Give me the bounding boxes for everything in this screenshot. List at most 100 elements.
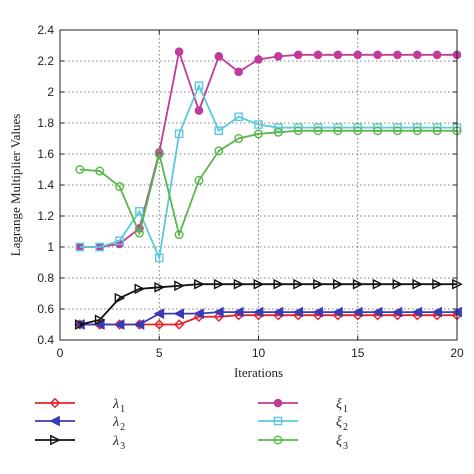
legend-entry: λ1 [35, 397, 125, 415]
data-point [272, 306, 284, 318]
data-point [174, 280, 185, 292]
legend-subscript: 3 [343, 441, 348, 452]
data-point [254, 55, 263, 64]
data-point [353, 50, 363, 60]
data-point [95, 166, 105, 176]
data-point [332, 306, 343, 318]
data-point [75, 164, 85, 174]
data-point [333, 50, 343, 60]
data-point [194, 106, 204, 115]
data-point [274, 123, 283, 132]
legend-symbol: ξ [336, 397, 342, 412]
y-tick-label: 1.6 [37, 147, 54, 161]
data-point [133, 319, 145, 330]
legend-swatch-marker [49, 415, 60, 427]
legend-swatch-marker [273, 435, 283, 445]
data-point [253, 129, 263, 139]
data-point [115, 182, 125, 192]
legend-label: λ1 [112, 397, 125, 415]
y-tick-label: 2 [47, 85, 54, 99]
data-point [351, 306, 363, 318]
legend-entry: λ3 [35, 434, 125, 452]
series-lambda-2 [74, 306, 462, 330]
data-point [115, 236, 124, 246]
legend-entry: λ2 [35, 415, 125, 433]
series-line [79, 48, 457, 248]
data-point [252, 306, 264, 318]
x-axis-label: Iterations [234, 365, 283, 380]
data-point [174, 230, 184, 240]
legend-entry: ξ3 [258, 434, 348, 452]
data-point [412, 278, 424, 290]
data-point [313, 50, 323, 60]
data-point [333, 126, 343, 136]
data-point [412, 126, 422, 136]
x-tick-label: 20 [450, 346, 464, 360]
data-point [392, 278, 404, 290]
x-tick-label: 5 [156, 346, 163, 360]
legend-entry: ξ2 [258, 415, 348, 433]
data-point [234, 67, 243, 77]
data-point [392, 126, 402, 136]
data-point [254, 120, 263, 129]
data-point [214, 126, 224, 136]
data-point [373, 126, 383, 136]
legend-swatch-marker [49, 397, 61, 409]
data-point [232, 306, 244, 318]
legend-label: ξ1 [336, 397, 348, 415]
data-point [95, 242, 104, 252]
x-tick-label: 15 [351, 346, 365, 360]
data-point [194, 175, 204, 185]
y-tick-label: 1 [47, 240, 54, 254]
data-point [234, 133, 244, 143]
legend-label: ξ2 [336, 415, 348, 433]
data-point [135, 207, 144, 216]
grid [60, 30, 457, 340]
data-point [371, 306, 383, 318]
data-point [292, 306, 304, 318]
data-point [352, 278, 364, 290]
data-point [313, 126, 323, 136]
data-point [432, 50, 442, 60]
legend-swatch-marker [273, 416, 283, 426]
data-point [154, 253, 164, 263]
data-point [214, 146, 224, 156]
y-tick-label: 1.2 [37, 209, 54, 223]
data-point [372, 278, 384, 290]
legend-swatch-marker [273, 398, 283, 408]
series-line [79, 129, 457, 238]
data-point [213, 306, 224, 318]
series-lambda-1 [74, 310, 463, 330]
data-point [393, 50, 402, 60]
x-tick-label: 0 [57, 346, 64, 360]
legend-label: λ3 [112, 434, 125, 452]
data-point [432, 126, 442, 136]
y-tick-label: 2.2 [37, 54, 54, 68]
legend-label: ξ3 [336, 434, 348, 452]
legend-swatch-marker [50, 434, 61, 446]
data-point [194, 81, 204, 91]
data-point [193, 308, 204, 319]
data-point [154, 319, 165, 330]
data-point [173, 308, 185, 319]
data-point [312, 306, 323, 318]
legend-label: λ2 [112, 415, 125, 433]
y-tick-label: 0.8 [37, 271, 54, 285]
data-point [353, 126, 363, 136]
data-point [134, 283, 146, 295]
data-point [431, 306, 443, 318]
y-tick-label: 0.6 [37, 302, 54, 316]
data-point [253, 278, 265, 290]
y-tick-label: 0.4 [37, 333, 54, 347]
data-point [214, 52, 224, 61]
data-point [114, 292, 126, 304]
data-point [154, 281, 166, 293]
data-point [412, 50, 422, 60]
data-point [213, 278, 225, 290]
data-point [432, 278, 443, 290]
series-line [79, 283, 457, 326]
y-axis-label: Lagrange Multiplier Values [8, 114, 23, 257]
